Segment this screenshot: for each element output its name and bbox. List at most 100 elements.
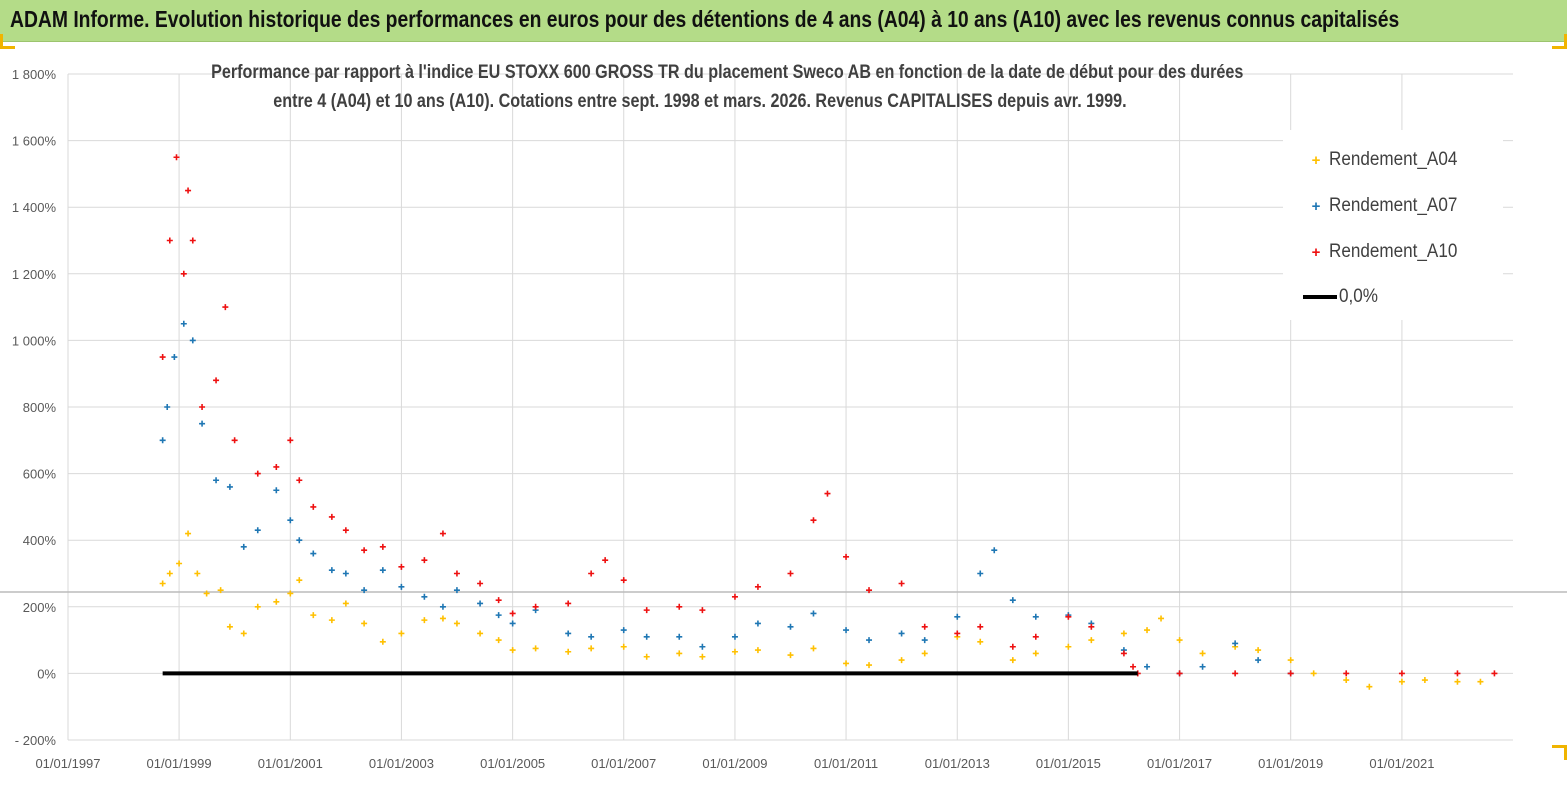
data-point	[1032, 650, 1039, 657]
data-point	[1158, 615, 1165, 622]
x-tick-label: 01/01/2015	[1036, 756, 1101, 771]
legend-item-zero: 0,0%	[1303, 285, 1382, 309]
data-point	[328, 513, 335, 520]
data-point	[699, 607, 706, 614]
data-point	[1088, 623, 1095, 630]
data-point	[421, 557, 428, 564]
data-point	[254, 603, 261, 610]
data-point	[866, 637, 873, 644]
x-tick-label: 01/01/1999	[147, 756, 212, 771]
y-tick-label: 200%	[23, 600, 57, 615]
performance-chart: - 200% 0% 200% 400% 600% 800% 1 000% 1 200% 1 40…	[0, 67, 1567, 771]
data-point	[643, 653, 650, 660]
data-point	[1477, 678, 1484, 685]
data-point	[254, 527, 261, 534]
data-point	[273, 463, 280, 470]
data-point	[1454, 678, 1461, 685]
data-point	[159, 580, 166, 587]
data-point	[453, 587, 460, 594]
data-point	[1176, 670, 1183, 677]
data-point	[921, 650, 928, 657]
data-point	[843, 660, 850, 667]
data-point	[287, 590, 294, 597]
legend-item-a07: + Rendement_A07	[1303, 194, 1472, 218]
data-point	[754, 620, 761, 627]
data-point	[676, 603, 683, 610]
data-point	[787, 570, 794, 577]
data-point	[240, 630, 247, 637]
x-tick-label: 01/01/1997	[35, 756, 100, 771]
y-tick-label: 400%	[23, 533, 57, 548]
data-point	[1199, 663, 1206, 670]
data-point	[509, 620, 516, 627]
x-axis-labels: 01/01/1997 01/01/1999 01/01/2001 01/01/2003…	[35, 756, 1434, 771]
data-point	[1009, 597, 1016, 604]
data-point	[203, 590, 210, 597]
x-tick-label: 01/01/2013	[925, 756, 990, 771]
data-point	[991, 547, 998, 554]
chart-legend: + Rendement_A04 + Rendement_A07 + Rendem…	[1283, 130, 1503, 320]
data-point	[495, 637, 502, 644]
data-point	[1120, 650, 1127, 657]
banner-title: ADAM Informe. Evolution historique des p…	[10, 6, 1400, 32]
data-point	[620, 627, 627, 634]
data-point	[180, 320, 187, 327]
x-tick-label: 01/01/2007	[591, 756, 656, 771]
data-point	[453, 620, 460, 627]
y-tick-label: 0%	[37, 666, 56, 681]
data-point	[1144, 663, 1151, 670]
data-point	[588, 645, 595, 652]
data-point	[254, 470, 261, 477]
x-tick-label: 01/01/2021	[1369, 756, 1434, 771]
data-point	[398, 563, 405, 570]
data-point	[1398, 678, 1405, 685]
chart-points	[159, 154, 1498, 690]
y-tick-label: 800%	[23, 400, 57, 415]
data-point	[173, 154, 180, 161]
data-point	[1287, 657, 1294, 664]
data-point	[532, 603, 539, 610]
data-point	[676, 650, 683, 657]
chart-title-line-1: Performance par rapport à l'indice EU ST…	[211, 62, 1244, 83]
data-point	[477, 580, 484, 587]
data-point	[199, 420, 206, 427]
data-point	[731, 648, 738, 655]
data-point	[1088, 637, 1095, 644]
data-point	[439, 615, 446, 622]
y-tick-label: 600%	[23, 467, 57, 482]
chart-grid	[67, 73, 1513, 741]
data-point	[620, 577, 627, 584]
data-point	[1144, 627, 1151, 634]
data-point	[439, 603, 446, 610]
data-point	[1232, 640, 1239, 647]
plus-marker-icon: +	[1311, 151, 1321, 169]
data-point	[310, 550, 317, 557]
data-point	[189, 337, 196, 344]
data-point	[328, 567, 335, 574]
data-point	[1065, 643, 1072, 650]
data-point	[328, 617, 335, 624]
data-point	[159, 437, 166, 444]
data-point	[1366, 683, 1373, 690]
data-point	[1343, 677, 1350, 684]
data-point	[643, 607, 650, 614]
data-point	[166, 237, 173, 244]
corner-mark-top-right	[1552, 34, 1567, 49]
data-point	[1065, 613, 1072, 620]
y-tick-label: - 200%	[15, 733, 57, 748]
data-point	[824, 490, 831, 497]
x-tick-label: 01/01/2017	[1147, 756, 1212, 771]
data-point	[1421, 677, 1428, 684]
data-point	[310, 503, 317, 510]
data-point	[287, 517, 294, 524]
corner-mark-bottom-right	[1552, 745, 1567, 760]
series-rendement-a04	[159, 530, 1484, 690]
x-tick-label: 01/01/2011	[814, 756, 878, 771]
data-point	[342, 600, 349, 607]
data-point	[1287, 670, 1294, 677]
data-point	[810, 610, 817, 617]
y-tick-label: 1 800%	[12, 67, 57, 82]
data-point	[954, 630, 961, 637]
data-point	[787, 652, 794, 659]
data-point	[1255, 657, 1262, 664]
